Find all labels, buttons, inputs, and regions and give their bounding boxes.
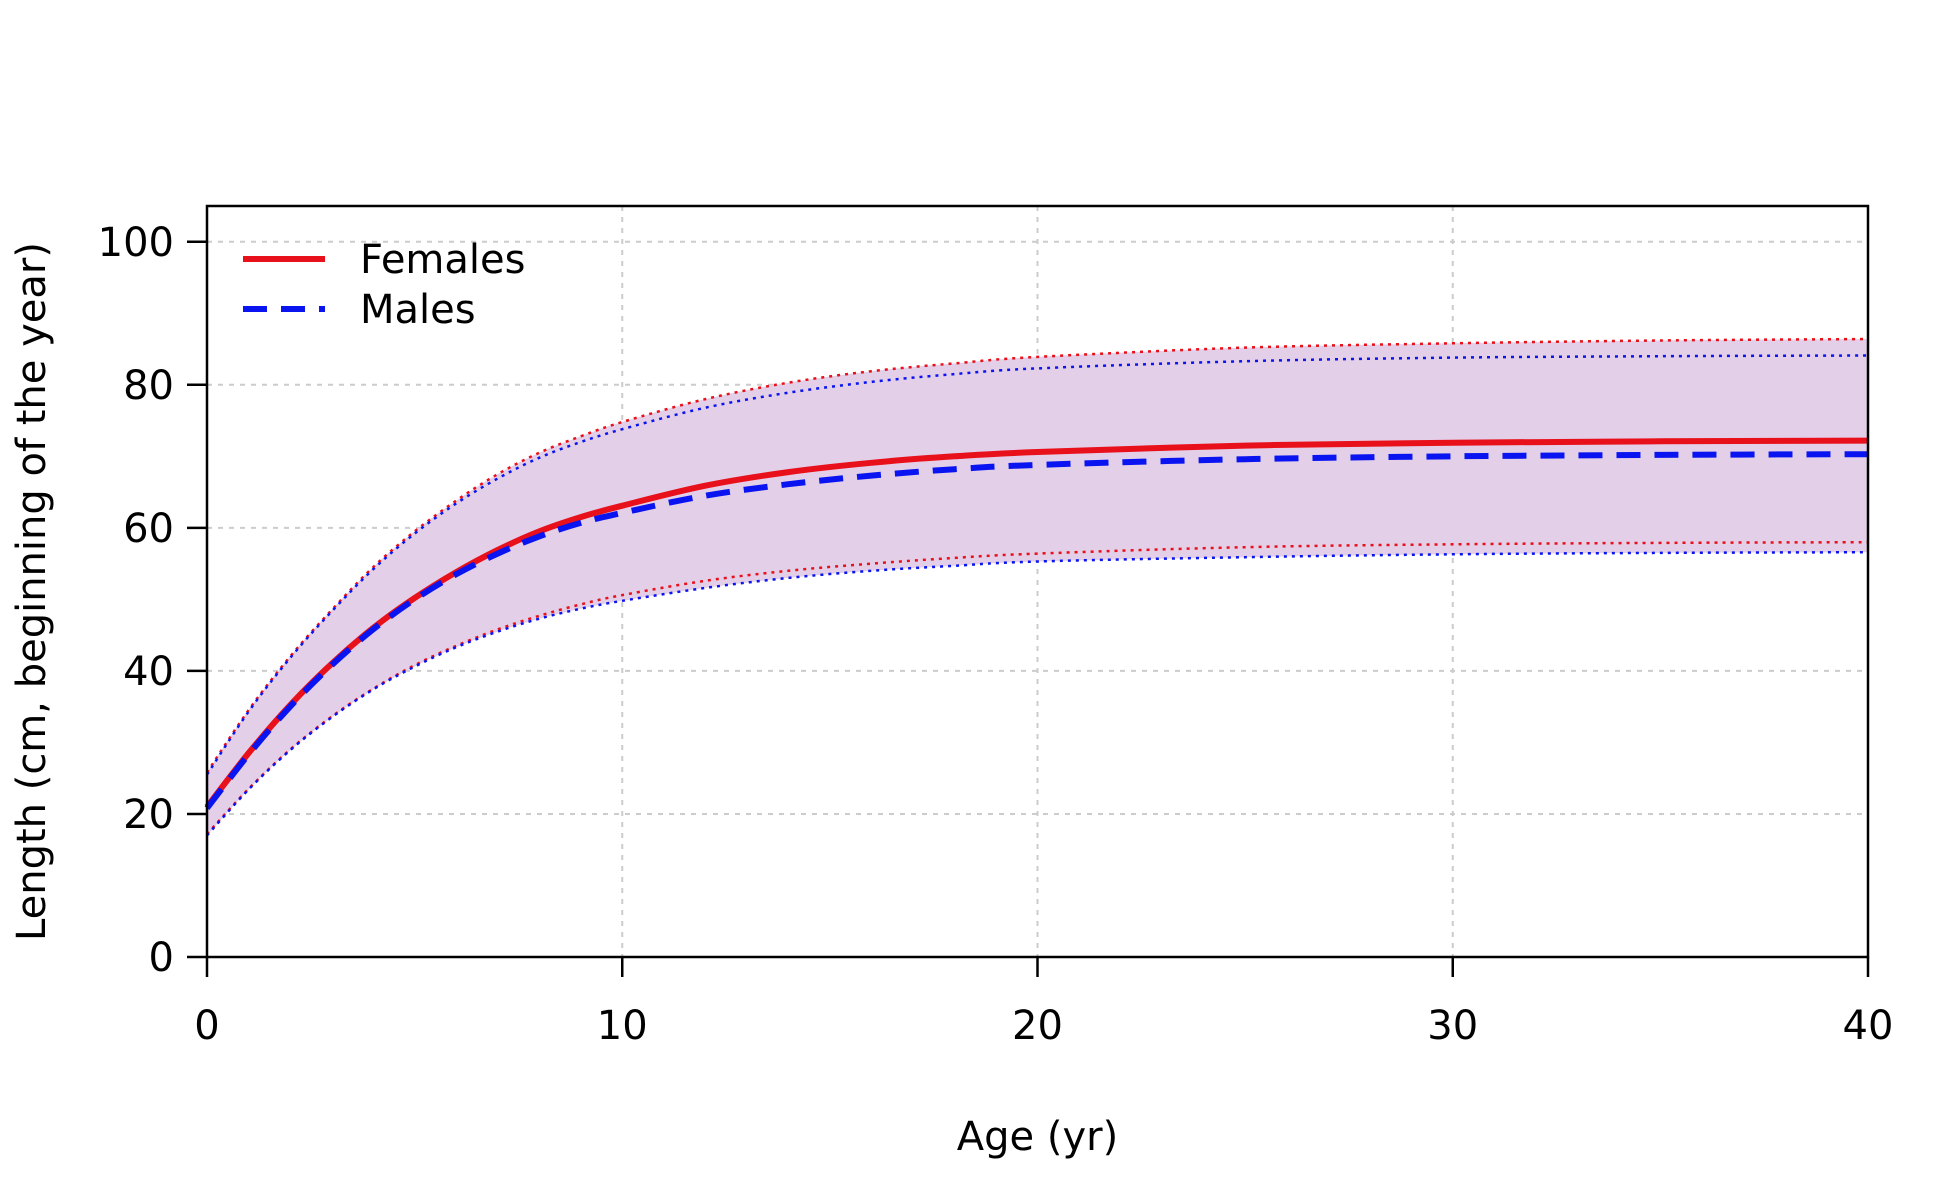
legend-label-males: Males xyxy=(360,287,476,333)
y-tick-label-0: 0 xyxy=(149,935,174,981)
series-lines xyxy=(204,337,1869,837)
legend: Females Males xyxy=(243,237,525,333)
axis-ticks: 0 10 20 30 40 0 20 40 60 80 100 xyxy=(98,220,1894,1049)
y-tick-label-80: 80 xyxy=(123,363,174,409)
x-tick-label-0: 0 xyxy=(194,1003,219,1049)
y-tick-label-60: 60 xyxy=(123,506,174,552)
y-axis-title: Length (cm, beginning of the year) xyxy=(9,242,55,941)
y-tick-label-100: 100 xyxy=(98,220,174,266)
interval-band xyxy=(207,339,1868,836)
interval-bands xyxy=(207,339,1868,836)
lower-bound-females xyxy=(206,540,1869,835)
x-tick-label-20: 20 xyxy=(1012,1003,1063,1049)
x-tick-label-40: 40 xyxy=(1843,1003,1894,1049)
upper-bound-females xyxy=(205,337,1869,774)
y-tick-label-40: 40 xyxy=(123,649,174,695)
y-tick-label-20: 20 xyxy=(123,792,174,838)
legend-label-females: Females xyxy=(360,237,525,283)
x-tick-label-30: 30 xyxy=(1427,1003,1478,1049)
series-line-males xyxy=(204,451,1869,811)
x-tick-label-10: 10 xyxy=(597,1003,648,1049)
x-axis-title: Age (yr) xyxy=(957,1114,1118,1160)
